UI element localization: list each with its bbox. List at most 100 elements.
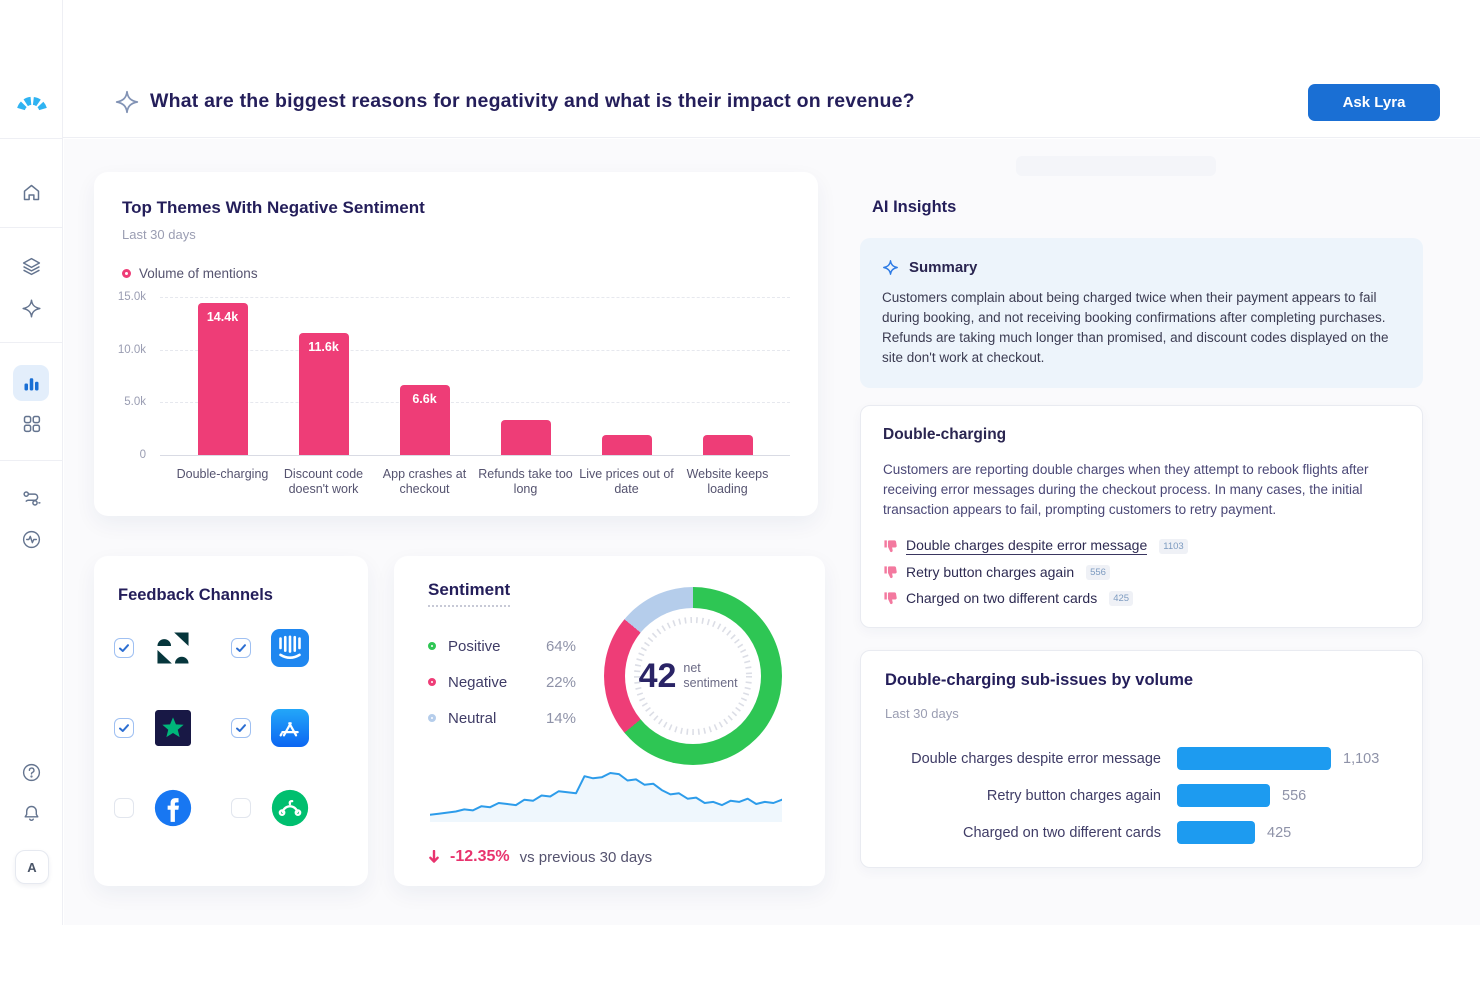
sidebar-item-home[interactable] — [13, 174, 49, 210]
themes-y-axis: 15.0k 10.0k 5.0k 0 — [94, 291, 160, 461]
sub-issue-row: Charged on two different cards 425 — [883, 586, 1188, 610]
legend-label: Positive — [448, 637, 501, 655]
delta-value: -12.35% — [450, 848, 510, 865]
sentiment-legend-row: Positive 64% — [428, 628, 576, 664]
gridline — [160, 349, 790, 351]
channel-checkbox[interactable] — [114, 798, 134, 818]
layers-icon — [22, 257, 40, 275]
y-axis-tick-label: 15.0k — [117, 291, 146, 303]
volume-bar-value: 1,103 — [1343, 750, 1380, 767]
themes-card-subtitle: Last 30 days — [122, 227, 196, 242]
thumbs-down-icon — [884, 539, 897, 552]
avatar[interactable]: A — [15, 850, 49, 884]
check-icon — [236, 644, 246, 652]
bar-column — [677, 297, 778, 455]
channel-checkbox[interactable] — [114, 718, 134, 738]
arrow-down-icon — [429, 850, 439, 863]
sidebar-item-help[interactable] — [13, 754, 49, 790]
sidebar: A — [0, 0, 63, 925]
theme-bar: 11.6k — [298, 333, 349, 455]
scrolled-content-ghost — [1016, 156, 1216, 176]
avatar-label: A — [27, 859, 37, 875]
trustpilot-logo-icon — [154, 709, 192, 747]
question-sparkle-icon — [115, 90, 139, 114]
gridline — [160, 402, 790, 404]
bar-column: 11.6k — [273, 297, 374, 455]
sidebar-item-assistant[interactable] — [13, 290, 49, 326]
sentiment-legend-row: Negative 22% — [428, 664, 576, 700]
pulse-icon — [22, 530, 40, 548]
topbar: What are the biggest reasons for negativ… — [0, 0, 1480, 138]
question-circle-icon — [22, 763, 40, 781]
y-axis-tick-label: 10.0k — [117, 343, 146, 356]
sidebar-item-workflows[interactable] — [13, 480, 49, 516]
surveymonkey-logo-icon — [271, 789, 309, 827]
sidebar-divider — [0, 460, 63, 461]
volume-bar-row: Retry button charges again 556 — [861, 784, 1422, 807]
channel-surveymonkey — [231, 788, 348, 828]
app-logo-icon[interactable] — [17, 88, 47, 116]
sidebar-item-apps[interactable] — [13, 405, 49, 441]
sub-issues-volume-panel: Double-charging sub-issues by volume Las… — [860, 650, 1423, 868]
donut-tick-ring — [634, 617, 752, 735]
legend-label: Negative — [448, 673, 508, 691]
sentiment-card: Sentiment Positive 64% Negative 22% Neutral 1… — [394, 556, 825, 886]
channel-checkbox[interactable] — [114, 638, 134, 658]
legend-value: 22% — [545, 673, 576, 691]
sub-issue-link[interactable]: Retry button charges again — [906, 564, 1075, 580]
channel-checkbox[interactable] — [231, 638, 251, 658]
thumbs-down-icon — [884, 565, 897, 578]
sub-issue-count-badge: 556 — [1086, 564, 1110, 580]
summary-sparkle-icon — [883, 260, 898, 275]
check-icon — [119, 644, 129, 652]
bar-column: 14.4k — [172, 297, 273, 455]
theme-bar — [601, 435, 652, 455]
channel-checkbox[interactable] — [231, 798, 251, 818]
issue-title: Double-charging — [883, 426, 1007, 443]
x-axis-category-label: Live prices out of date — [579, 467, 674, 496]
sidebar-divider — [0, 342, 63, 343]
y-axis-tick-label: 5.0k — [124, 396, 146, 409]
channels-card-title: Feedback Channels — [118, 586, 273, 604]
sentiment-donut-ring: 42 net sentiment — [604, 587, 782, 765]
sub-issue-row: Double charges despite error message 110… — [883, 534, 1188, 558]
sub-issue-row: Retry button charges again 556 — [883, 560, 1188, 584]
themes-x-axis-labels: Double-charging Discount code doesn't wor… — [160, 467, 790, 497]
intercom-logo-icon — [271, 629, 309, 667]
volume-bar-value: 556 — [1282, 787, 1307, 804]
volume-bar-value: 425 — [1267, 824, 1292, 841]
sidebar-item-notifications[interactable] — [13, 795, 49, 831]
sidebar-item-monitoring[interactable] — [13, 521, 49, 557]
sub-issue-count-badge: 425 — [1109, 590, 1134, 606]
themes-card-title: Top Themes With Negative Sentiment — [122, 198, 425, 217]
legend-label: Neutral — [448, 709, 497, 727]
app-store-logo-icon — [271, 709, 309, 747]
bar-column: 6.6k — [374, 297, 475, 455]
channels-grid — [114, 628, 348, 828]
legend-ring-icon — [122, 269, 131, 278]
x-axis-category-label: Website keeps loading — [686, 467, 769, 496]
x-axis-category-label: Double-charging — [176, 467, 269, 481]
thumbs-down-icon — [884, 591, 897, 604]
sub-issue-link[interactable]: Charged on two different cards — [906, 590, 1098, 606]
bar-value-label: 11.6k — [308, 340, 339, 354]
legend-value: 64% — [545, 637, 576, 655]
ask-lyra-button[interactable]: Ask Lyra — [1308, 84, 1440, 121]
sidebar-item-data[interactable] — [13, 248, 49, 284]
legend-ring-icon — [428, 678, 436, 686]
volume-bar-row: Double charges despite error message 1,1… — [861, 747, 1422, 770]
theme-bar — [500, 420, 551, 455]
sentiment-trend-sparkline — [429, 768, 783, 822]
theme-bar: 6.6k — [399, 385, 450, 455]
bar-chart-icon — [24, 377, 38, 390]
sidebar-item-analytics[interactable] — [13, 365, 49, 401]
volume-bar — [1177, 747, 1331, 770]
sub-issue-link[interactable]: Double charges despite error message — [906, 537, 1148, 555]
zendesk-logo-icon — [154, 629, 192, 667]
bar-value-label: 14.4k — [206, 310, 239, 324]
channel-trustpilot — [114, 708, 231, 748]
channel-checkbox[interactable] — [231, 718, 251, 738]
legend-ring-icon — [428, 714, 436, 722]
theme-bar: 14.4k — [197, 303, 248, 455]
theme-bar — [702, 435, 753, 455]
